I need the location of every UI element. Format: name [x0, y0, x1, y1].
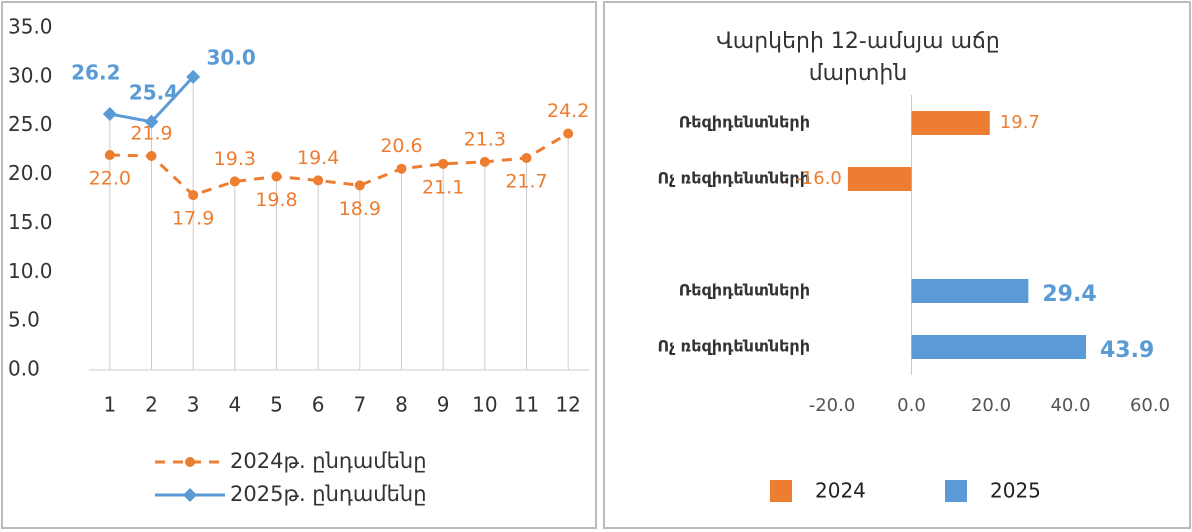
y-tick-label: 25.0 [8, 112, 53, 136]
series-line [109, 132, 569, 197]
data-label: 21.9 [130, 123, 172, 145]
chart-title: Վարկերի 12-ամսյա աճը մարտին [716, 29, 1000, 86]
x-tick-label: 11 [514, 393, 539, 417]
bar [911, 279, 1029, 303]
marker [104, 150, 115, 161]
data-label: 25.4 [129, 80, 178, 104]
data-label: 19.7 [1000, 112, 1040, 133]
bar [911, 335, 1087, 359]
marker [271, 171, 282, 182]
data-label: -16.0 [795, 168, 842, 189]
y-tick-label: Ռեզիդենտների [679, 113, 810, 132]
marker [186, 69, 201, 84]
x-tick-label: -20.0 [809, 395, 856, 416]
data-label: 21.1 [422, 176, 464, 198]
y-tick-label: 5.0 [8, 308, 40, 332]
y-tick-label: 20.0 [8, 161, 53, 185]
data-label: 43.9 [1100, 338, 1154, 363]
y-tick-label: 30.0 [8, 63, 53, 87]
data-label: 17.9 [172, 208, 214, 230]
data-label: 19.4 [297, 147, 339, 169]
marker [521, 152, 532, 163]
y-tick-label: Ոչ ռեզիդենտների [657, 337, 810, 356]
data-label: 19.8 [255, 189, 297, 211]
marker [188, 190, 199, 201]
legend-marker [183, 488, 197, 502]
legend-marker [185, 457, 195, 467]
marker [396, 163, 407, 174]
marker [563, 128, 574, 139]
right-panel [603, 1, 1191, 529]
x-tick-label: 5 [270, 393, 283, 417]
marker [102, 106, 117, 121]
legend-label: 2024թ. ընդամենը [230, 449, 427, 473]
data-label: 24.2 [547, 100, 589, 122]
marker [146, 151, 157, 162]
y-tick-label: 0.0 [8, 357, 40, 381]
data-label: 26.2 [71, 60, 120, 84]
data-label: 20.6 [380, 135, 422, 157]
legend-label: 2024 [815, 479, 866, 503]
x-tick-label: 9 [437, 393, 450, 417]
marker [144, 114, 159, 129]
bar [911, 111, 990, 135]
y-tick-label: Ոչ ռեզիդենտների [657, 169, 810, 188]
x-tick-label: 8 [395, 393, 408, 417]
data-label: 22.0 [89, 168, 131, 190]
y-tick-label: 15.0 [8, 210, 53, 234]
marker [354, 180, 365, 191]
x-tick-label: 6 [312, 393, 325, 417]
data-label: 19.3 [214, 148, 256, 170]
left-panel [1, 1, 597, 529]
legend-swatch [770, 480, 792, 502]
x-tick-label: 4 [228, 393, 241, 417]
x-tick-label: 1 [103, 393, 116, 417]
y-tick-label: 35.0 [8, 15, 53, 39]
x-tick-label: 7 [353, 393, 366, 417]
x-tick-label: 12 [555, 393, 580, 417]
marker [313, 175, 324, 186]
legend-label: 2025 [990, 479, 1041, 503]
legend-label: 2025թ. ընդամենը [230, 482, 427, 506]
x-tick-label: 3 [187, 393, 200, 417]
x-tick-label: 0.0 [897, 395, 926, 416]
y-tick-label: Ռեզիդենտների [679, 281, 810, 300]
x-tick-label: 2 [145, 393, 158, 417]
y-tick-label: 10.0 [8, 259, 53, 283]
data-label: 21.3 [464, 128, 506, 150]
marker [438, 158, 449, 169]
x-tick-label: 20.0 [971, 395, 1011, 416]
data-label: 21.7 [505, 170, 547, 192]
legend-swatch [945, 480, 967, 502]
data-label: 29.4 [1042, 282, 1096, 307]
bar [847, 167, 912, 191]
x-tick-label: 60.0 [1130, 395, 1170, 416]
marker [229, 176, 240, 187]
data-label: 30.0 [206, 45, 255, 69]
x-tick-label: 40.0 [1050, 395, 1090, 416]
x-tick-label: 10 [472, 393, 497, 417]
marker [479, 156, 490, 167]
data-label: 18.9 [339, 198, 381, 220]
